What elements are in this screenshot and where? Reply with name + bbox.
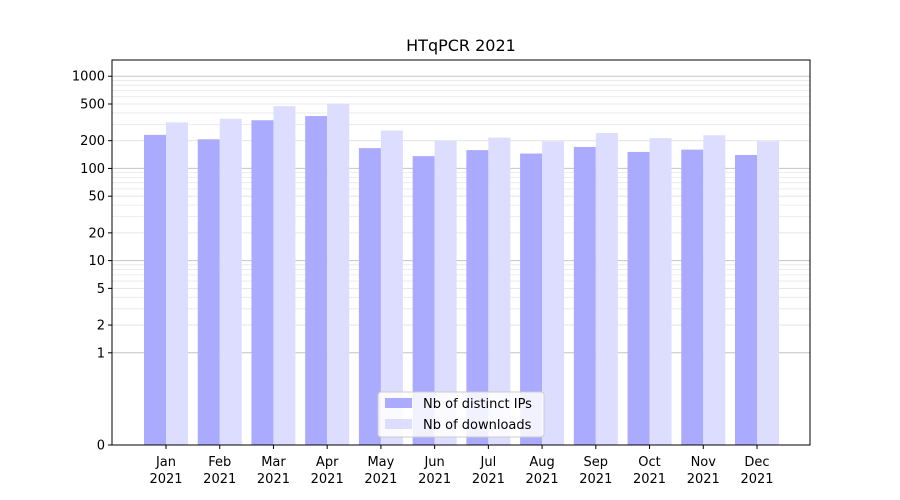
legend-label-downloads: Nb of downloads xyxy=(423,418,532,433)
x-tick-label-year: 2021 xyxy=(579,472,612,487)
bars xyxy=(144,103,779,446)
x-tick-label-year: 2021 xyxy=(633,472,666,487)
bar-distinct-ips-mar xyxy=(251,120,274,445)
bar-downloads-dec xyxy=(757,141,779,445)
y-tick-label: 200 xyxy=(80,134,105,149)
x-tick-label-month: Feb xyxy=(208,455,231,470)
bar-distinct-ips-sep xyxy=(573,146,596,446)
bar-distinct-ips-feb xyxy=(197,139,220,445)
y-tick-label: 50 xyxy=(88,190,105,205)
y-tick-label: 1 xyxy=(97,346,105,361)
x-tick-label-month: Jan xyxy=(155,455,176,470)
legend-box xyxy=(377,391,545,438)
bar-distinct-ips-jan xyxy=(144,134,166,445)
y-tick-label: 10 xyxy=(88,254,105,269)
x-tick-label-month: Oct xyxy=(638,455,660,470)
bar-distinct-ips-oct xyxy=(627,151,650,446)
bar-downloads-may xyxy=(380,130,403,445)
x-tick-label-month: Sep xyxy=(584,455,609,470)
x-tick-label-month: Mar xyxy=(261,455,286,470)
x-tick-label-month: Nov xyxy=(691,455,717,470)
y-tick-label: 2 xyxy=(97,319,105,334)
x-tick-label-month: Aug xyxy=(529,455,554,470)
x-tick-label-year: 2021 xyxy=(311,472,344,487)
y-tick-label: 20 xyxy=(88,226,105,241)
bar-downloads-apr xyxy=(327,103,350,445)
bar-downloads-aug xyxy=(542,141,565,445)
x-tick-label-month: Dec xyxy=(744,455,769,470)
x-tick-label-year: 2021 xyxy=(149,472,182,487)
x-tick-label-month: May xyxy=(367,455,394,470)
legend: Nb of distinct IPs Nb of downloads xyxy=(377,391,545,438)
x-tick-label-year: 2021 xyxy=(740,472,773,487)
bar-distinct-ips-apr xyxy=(305,116,328,445)
y-tick-label: 500 xyxy=(80,97,105,112)
bar-distinct-ips-jun xyxy=(412,156,435,445)
x-tick-label-month: Apr xyxy=(316,455,339,470)
x-tick-label-year: 2021 xyxy=(203,472,236,487)
bar-distinct-ips-jul xyxy=(466,150,489,446)
bar-distinct-ips-aug xyxy=(520,153,543,445)
x-tick-label-year: 2021 xyxy=(687,472,720,487)
y-axis: 0 1 2 5 10 20 50 100 200 500 1000 xyxy=(72,70,112,454)
bar-distinct-ips-may xyxy=(358,148,381,446)
legend-swatch-downloads xyxy=(385,419,412,429)
x-tick-label-year: 2021 xyxy=(418,472,451,487)
x-axis: Jan 2021 Feb 2021 Mar 2021 Apr 2021 May 2021 Jun 20… xyxy=(149,445,774,487)
chart-title: HTqPCR 2021 xyxy=(406,36,516,55)
bar-downloads-jul xyxy=(488,137,511,445)
bar-downloads-oct xyxy=(649,138,672,445)
x-tick-label-year: 2021 xyxy=(257,472,290,487)
y-tick-label: 100 xyxy=(80,162,105,177)
y-tick-label: 1000 xyxy=(72,70,105,85)
y-tick-label: 5 xyxy=(97,282,105,297)
x-tick-label-year: 2021 xyxy=(364,472,397,487)
bar-distinct-ips-nov xyxy=(681,149,704,445)
x-tick-label-year: 2021 xyxy=(472,472,505,487)
x-tick-label-month: Jul xyxy=(480,455,497,470)
x-tick-label-year: 2021 xyxy=(526,472,559,487)
y-tick-label: 0 xyxy=(97,439,105,454)
bar-downloads-jun xyxy=(434,140,457,445)
legend-swatch-distinct-ips xyxy=(385,398,412,408)
x-tick-label-month: Jun xyxy=(423,455,444,470)
bar-downloads-mar xyxy=(273,106,296,446)
bar-downloads-nov xyxy=(703,135,726,445)
bar-downloads-sep xyxy=(595,133,618,445)
bar-downloads-feb xyxy=(219,118,242,446)
legend-label-distinct-ips: Nb of distinct IPs xyxy=(423,397,532,412)
plot-frame xyxy=(111,59,811,446)
bar-downloads-jan xyxy=(166,122,188,445)
bar-distinct-ips-dec xyxy=(735,154,757,445)
